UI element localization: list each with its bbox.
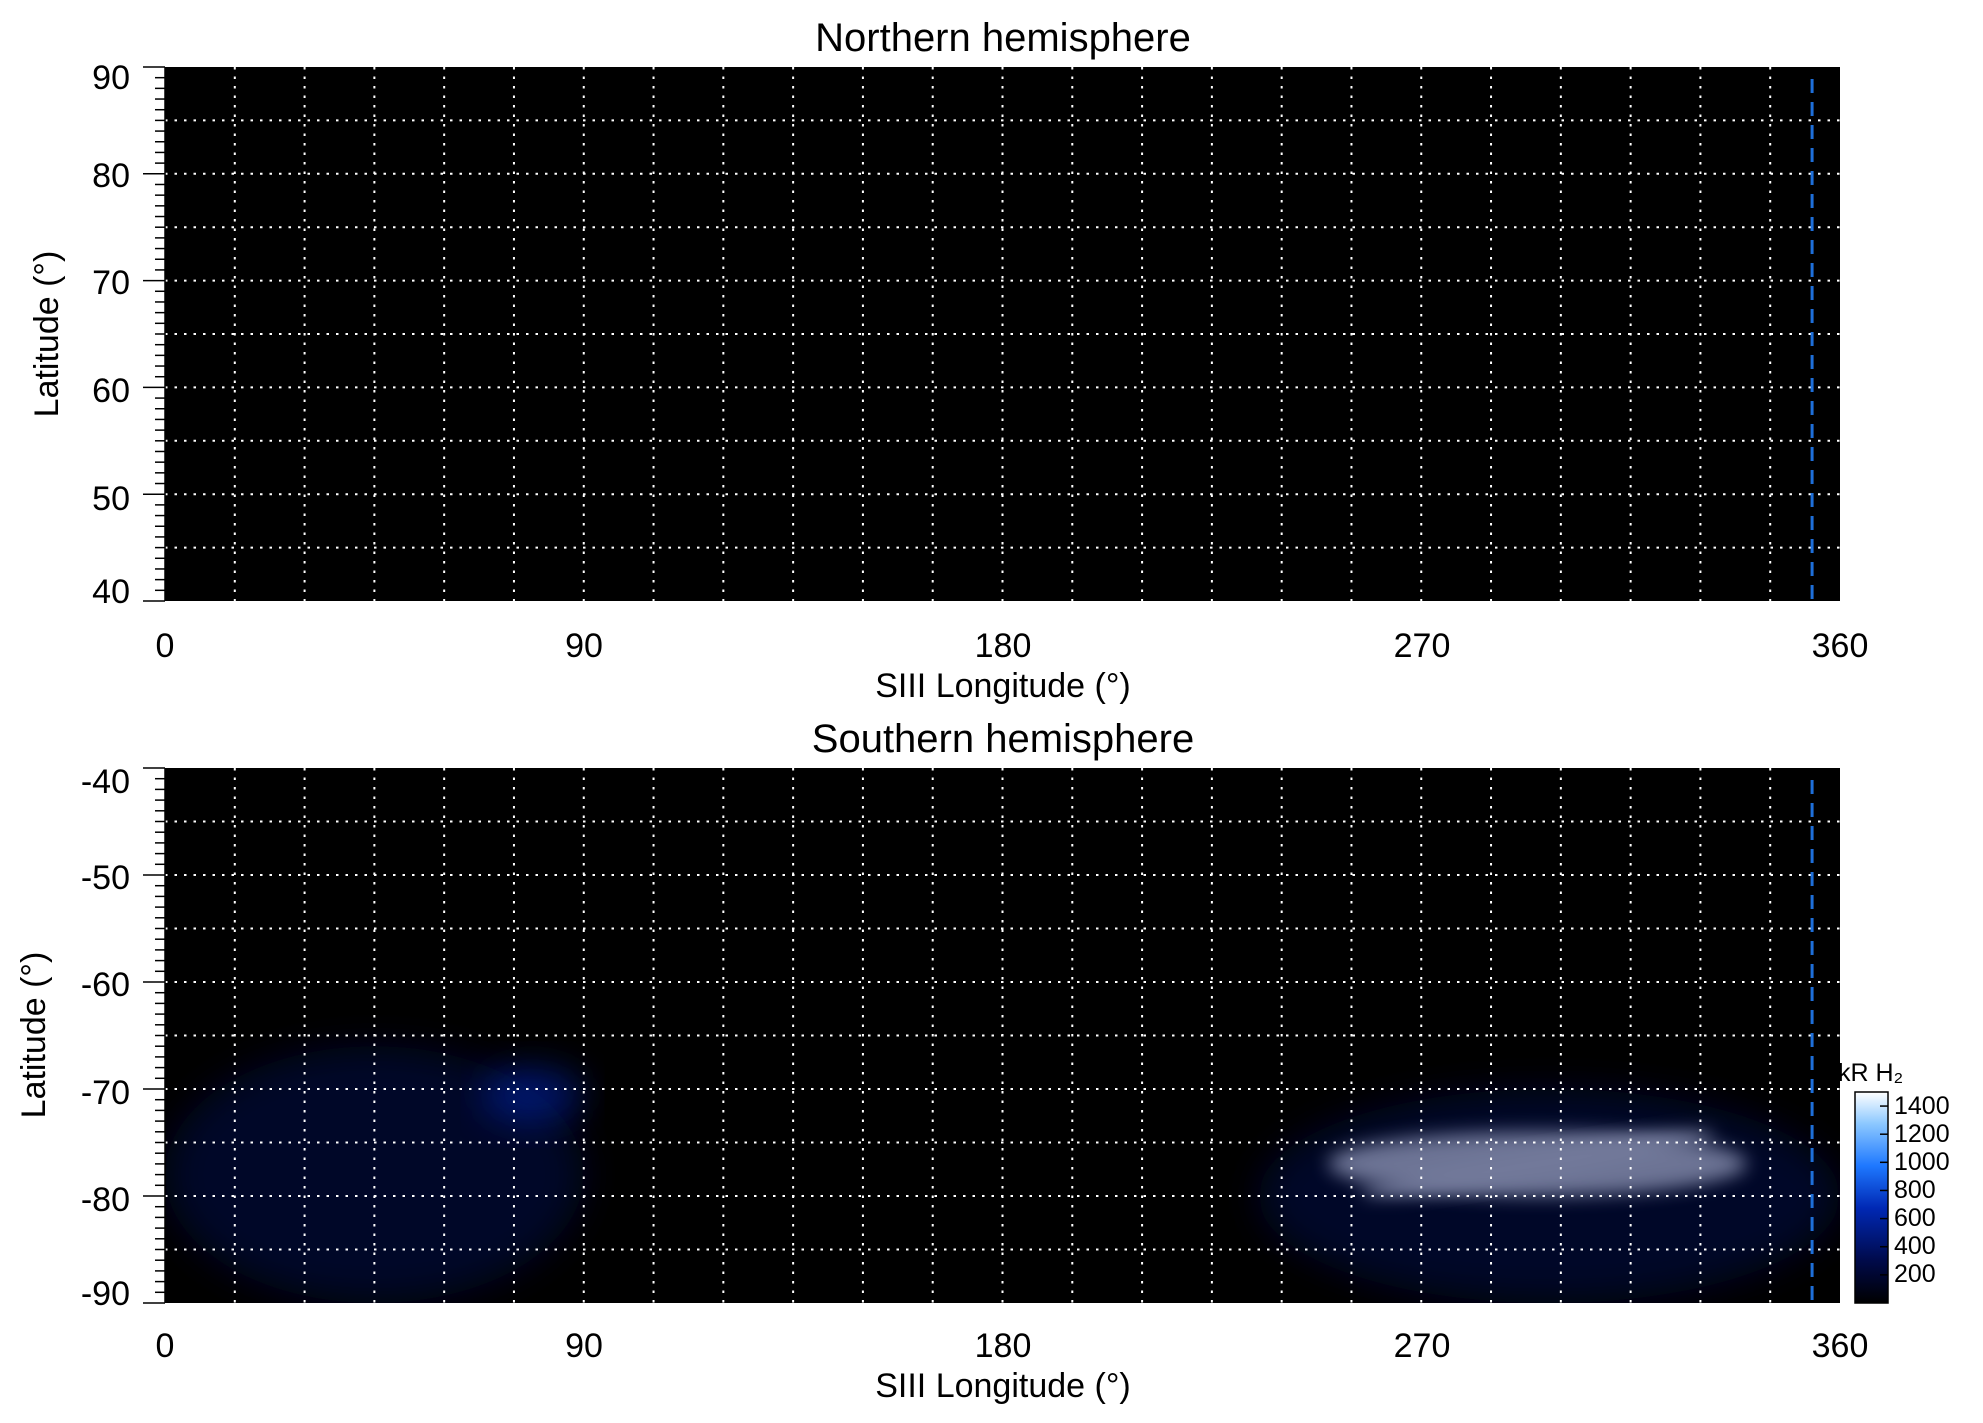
south-panel: Southern hemisphere -40 -50 -60 -70 -80 …: [15, 717, 1950, 1405]
north-y-ticks: 90 80 70 60 50 40: [92, 59, 130, 611]
emission-region-4: [723, 1270, 1329, 1303]
north-x-axis-label: SIII Longitude (°): [875, 667, 1131, 705]
north-y-tick-70: 70: [92, 264, 130, 302]
colorbar-tick-1000: 1000: [1894, 1148, 1950, 1176]
colorbar-tick-200: 200: [1894, 1260, 1936, 1288]
south-y-tick-minus-50: -50: [81, 859, 130, 897]
emission-region-0: [165, 1046, 584, 1303]
north-y-tick-50: 50: [92, 480, 130, 518]
south-y-tick-minus-40: -40: [81, 763, 130, 801]
south-grid: [165, 768, 1840, 1303]
south-y-minor-ticks: [143, 767, 166, 1304]
north-x-tick-360: 360: [1812, 627, 1869, 665]
north-y-tick-40: 40: [92, 573, 130, 611]
colorbar-tick-1200: 1200: [1894, 1120, 1950, 1148]
south-x-axis-label: SIII Longitude (°): [875, 1367, 1131, 1405]
north-y-tick-90: 90: [92, 59, 130, 97]
colorbar-gradient: [1854, 1091, 1889, 1304]
colorbar-tick-labels: 1400 1200 1000 800 600 400 200: [1894, 1092, 1950, 1288]
north-x-tick-0: 0: [156, 627, 175, 665]
colorbar-unit-label: kR H₂: [1838, 1059, 1903, 1087]
north-y-tick-60: 60: [92, 372, 130, 410]
south-panel-title: Southern hemisphere: [812, 717, 1194, 761]
south-y-tick-minus-90: -90: [81, 1275, 130, 1313]
south-x-tick-180: 180: [975, 1327, 1032, 1365]
north-grid: [165, 67, 1840, 601]
colorbar: kR H₂ 1400 1200 1000 800 600 400 200: [1838, 1059, 1950, 1304]
north-x-tick-90: 90: [565, 627, 603, 665]
south-x-ticks: 0 90 180 270 360: [156, 1327, 1869, 1365]
north-x-tick-270: 270: [1394, 627, 1451, 665]
north-x-ticks: 0 90 180 270 360: [156, 627, 1869, 665]
south-y-axis-label: Latitude (°): [15, 952, 53, 1119]
colorbar-tick-1400: 1400: [1894, 1092, 1950, 1120]
north-y-tick-80: 80: [92, 157, 130, 195]
south-x-tick-270: 270: [1394, 1327, 1451, 1365]
south-y-tick-minus-60: -60: [81, 966, 130, 1004]
north-x-tick-180: 180: [975, 627, 1032, 665]
north-panel: Northern hemisphere 90 80 70 60 50 40 0 …: [28, 16, 1868, 705]
colorbar-ticks: [1880, 1105, 1888, 1276]
colorbar-tick-800: 800: [1894, 1176, 1936, 1204]
south-x-tick-90: 90: [565, 1327, 603, 1365]
north-y-minor-ticks: [143, 66, 166, 602]
north-panel-title: Northern hemisphere: [815, 16, 1191, 60]
colorbar-tick-400: 400: [1894, 1232, 1936, 1260]
south-y-ticks: -40 -50 -60 -70 -80 -90: [81, 763, 130, 1313]
colorbar-tick-600: 600: [1894, 1204, 1936, 1232]
emission-region-1: [481, 1067, 584, 1122]
south-y-tick-minus-80: -80: [81, 1181, 130, 1219]
south-y-tick-minus-70: -70: [81, 1074, 130, 1112]
south-x-tick-360: 360: [1812, 1327, 1869, 1365]
south-x-tick-0: 0: [156, 1327, 175, 1365]
north-y-axis-label: Latitude (°): [28, 251, 66, 418]
